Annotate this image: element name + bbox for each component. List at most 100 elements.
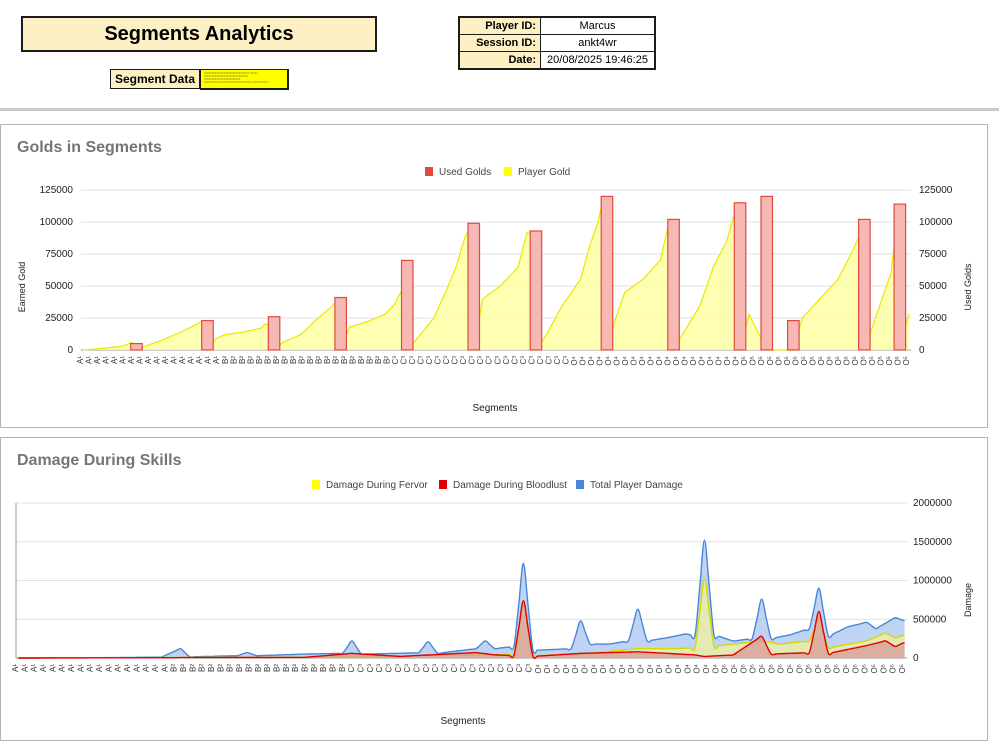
x-tick-label: O⁴	[672, 355, 681, 365]
x-tick-label: O⁴	[630, 355, 639, 365]
segment-data-label: Segment Data	[110, 69, 200, 89]
y-axis-title: Damage	[963, 583, 973, 617]
x-tick-label: C³	[493, 356, 502, 365]
y-tick-label: 0	[67, 345, 73, 356]
x-tick-label: O⁵	[868, 356, 877, 366]
x-tick-label: O⁵	[786, 664, 795, 674]
x-tick-label: O⁴	[609, 663, 618, 673]
x-tick-label: C³	[536, 356, 545, 365]
legend-swatch-fervor	[312, 480, 320, 489]
y-tick-label: 75000	[45, 249, 73, 260]
x-tick-label: A¹	[187, 356, 196, 364]
x-tick-label: B²	[254, 664, 263, 672]
x-tick-label: C³	[403, 664, 412, 673]
x-tick-label: C³	[525, 664, 534, 673]
x-tick-label: B²	[289, 356, 298, 364]
x-tick-label: O⁵	[777, 664, 786, 674]
legend-swatch-used-golds	[425, 167, 433, 176]
x-tick-label: A¹	[212, 356, 221, 364]
x-tick-label: B²	[179, 664, 188, 672]
x-tick-label: O⁵	[766, 356, 775, 366]
x-tick-label: A¹	[30, 664, 39, 672]
x-tick-label: C³	[366, 664, 375, 673]
date-value: 20/08/2025 19:46:25	[540, 51, 656, 70]
y-tick-label: 25000	[45, 313, 73, 324]
x-tick-label: C³	[485, 356, 494, 365]
x-tick-label: O⁴	[581, 663, 590, 673]
damage-chart-panel: Damage During Skills Damage During Fervo…	[0, 437, 988, 741]
damage-chart: Damage During Fervor Damage During Bloodl…	[11, 480, 973, 727]
y2-axis-title: Used Golds	[963, 263, 973, 311]
legend-swatch-bloodlust	[439, 480, 447, 489]
x-tick-label: A¹	[93, 356, 102, 364]
legend-swatch-total-damage	[576, 480, 584, 489]
x-tick-label: O⁴	[590, 663, 599, 673]
x-tick-label: A¹	[102, 356, 111, 364]
x-tick-label: O⁴	[711, 663, 720, 673]
x-tick-label: O⁵	[842, 356, 851, 366]
x-tick-label: B²	[226, 664, 235, 672]
x-tick-label: C³	[413, 664, 422, 673]
x-tick-label: A¹	[48, 664, 57, 672]
y-axis-title: Earned Gold	[17, 262, 27, 313]
x-tick-label: A¹	[95, 664, 104, 672]
x-tick-label: O⁵	[825, 356, 834, 366]
x-tick-label: C³	[394, 664, 403, 673]
x-tick-label: A¹	[151, 664, 160, 672]
x-tick-label: C³	[431, 664, 440, 673]
x-tick-label: B²	[338, 664, 347, 672]
used-golds-bar	[334, 296, 347, 351]
x-tick-label: C³	[450, 664, 459, 673]
x-tick-label: O⁴	[655, 355, 664, 365]
x-tick-label: O⁴	[674, 663, 683, 673]
legend-label-fervor: Damage During Fervor	[326, 480, 428, 491]
used-golds-bar	[786, 320, 800, 351]
x-tick-label: O⁴	[534, 663, 543, 673]
player-id-label: Player ID:	[458, 16, 541, 35]
used-golds-bar	[130, 343, 143, 351]
x-tick-label: O⁵	[823, 664, 832, 674]
x-tick-label: C³	[487, 664, 496, 673]
x-tick-label: C³	[385, 664, 394, 673]
date-label: Date:	[458, 51, 541, 70]
x-tick-label: O⁴	[683, 663, 692, 673]
x-tick-label: O⁴	[681, 355, 690, 365]
total-damage-area	[18, 540, 905, 658]
x-tick-label: O⁴	[595, 355, 604, 365]
x-tick-label: B²	[263, 356, 272, 364]
segment-data-field[interactable]: ============================== ===== ===…	[200, 69, 289, 90]
y-tick-label: 0	[913, 653, 919, 664]
x-tick-label: O⁴	[621, 355, 630, 365]
damage-chart-title: Damage During Skills	[17, 452, 182, 469]
x-tick-label: A¹	[132, 664, 141, 672]
y-tick-label: 1500000	[913, 537, 952, 548]
x-tick-label: C³	[510, 356, 519, 365]
x-tick-label: A¹	[161, 356, 170, 364]
used-golds-bar	[529, 230, 543, 351]
x-tick-label: A¹	[114, 664, 123, 672]
x-tick-label: C³	[375, 664, 384, 673]
player-id-value: Marcus	[540, 16, 656, 35]
x-tick-label: O⁵	[817, 356, 826, 366]
legend-swatch-player-gold	[504, 167, 512, 176]
y2-tick-label: 0	[919, 345, 925, 356]
x-tick-label: O⁴	[689, 355, 698, 365]
y2-tick-label: 100000	[919, 217, 953, 228]
x-tick-label: C³	[478, 664, 487, 673]
legend-label-bloodlust: Damage During Bloodlust	[453, 480, 567, 491]
x-tick-label: O⁵	[795, 664, 804, 674]
used-golds-bar	[667, 218, 680, 351]
x-tick-label: B²	[229, 356, 238, 364]
used-golds-bar	[857, 218, 871, 351]
x-tick-label: C³	[400, 356, 409, 365]
y-tick-label: 125000	[40, 185, 74, 196]
y-tick-label: 500000	[913, 614, 947, 625]
x-tick-label: O⁴	[715, 355, 724, 365]
total-damage-line	[18, 539, 905, 659]
x-tick-label: O⁴	[604, 355, 613, 365]
x-tick-label: A¹	[195, 356, 204, 364]
x-tick-label: O⁵	[842, 664, 851, 674]
legend-label-used-golds: Used Golds	[439, 167, 491, 178]
x-tick-label: O⁵	[902, 356, 911, 366]
x-tick-label: O⁵	[894, 356, 903, 366]
